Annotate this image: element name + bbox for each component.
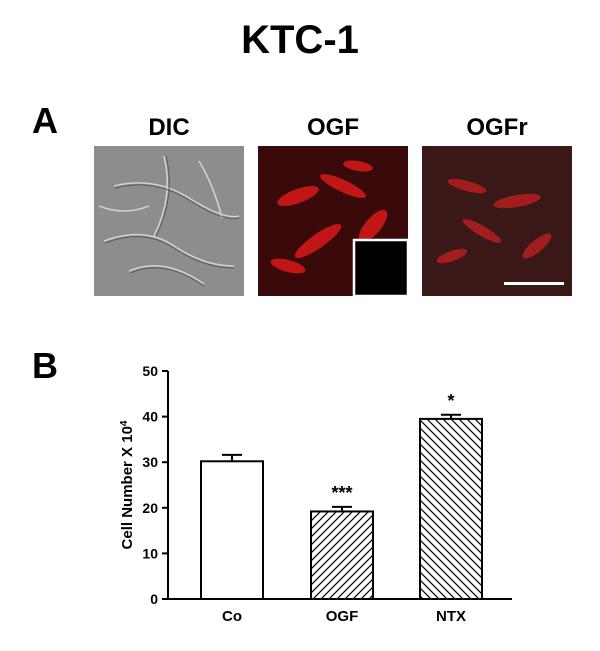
y-tick-label: 30 [142,454,158,470]
y-tick-label: 0 [150,591,158,607]
panel-b-letter: B [32,345,58,386]
x-tick-label: NTX [436,608,466,625]
x-tick-label: Co [222,608,242,625]
y-tick-label: 20 [142,500,158,516]
scale-bar [504,282,564,285]
ogfr-image-label: OGFr [466,114,528,141]
ogf-image-label: OGF [307,114,359,141]
ogfr-background [422,146,572,296]
x-tick-label: OGF [326,608,359,625]
panel-a-letter: A [32,100,58,141]
dic-micrograph [94,146,244,296]
ogf-control-inset [352,238,408,296]
y-tick-label: 40 [142,409,158,425]
y-tick-label: 50 [142,363,158,379]
y-axis-label: Cell Number X 104 [119,420,137,549]
dic-image-label: DIC [148,114,190,141]
significance-label: * [447,391,454,411]
significance-label: *** [331,483,352,503]
bar-co [200,460,264,600]
figure-title: KTC-1 [241,18,359,62]
y-tick-label: 10 [142,545,158,561]
ogfr-micrograph [422,146,572,296]
bar-ogf [310,510,374,600]
bar-ntx [419,417,483,600]
ogf-micrograph [258,146,408,296]
